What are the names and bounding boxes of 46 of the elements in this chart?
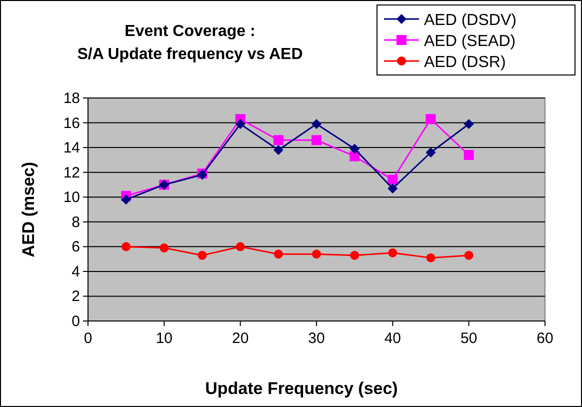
point: [388, 248, 398, 258]
y-tick-label: 4: [72, 263, 80, 280]
point: [235, 119, 246, 130]
y-tick-label: 10: [63, 189, 80, 206]
legend-label: AED (DSR): [424, 54, 506, 71]
point: [464, 150, 474, 160]
y-tick-label: 0: [72, 313, 80, 330]
x-tick-label: 60: [536, 330, 554, 347]
point: [160, 243, 169, 252]
point: [312, 119, 322, 130]
point: [274, 250, 283, 259]
chart-title: Event Coverage : S/A Update frequency vs AED: [77, 23, 303, 63]
y-tick-label: 14: [63, 140, 80, 157]
x-tick-label: 40: [384, 330, 402, 347]
point: [464, 250, 474, 260]
point: [388, 183, 398, 194]
y-tick-label: 6: [72, 238, 80, 256]
legend-label: AED (SEAD): [424, 33, 516, 50]
y-tick-label: 2: [72, 288, 80, 306]
point: [273, 145, 284, 156]
point: [350, 250, 360, 260]
point: [350, 144, 360, 154]
y-tick-label: 12: [63, 164, 80, 182]
x-tick-label: 20: [232, 330, 249, 347]
point: [236, 242, 245, 252]
point: [198, 250, 207, 260]
x-axis-title: Update Frequency (sec): [205, 379, 398, 398]
point: [121, 194, 132, 205]
y-tick-label: 18: [63, 90, 80, 107]
y-axis-title: AED (msec): [19, 162, 38, 258]
x-tick-label: 50: [460, 330, 478, 347]
x-tick-label: 0: [84, 330, 92, 347]
point: [312, 250, 321, 259]
point: [312, 135, 322, 146]
point: [426, 148, 436, 158]
point: [388, 174, 398, 185]
point: [464, 119, 474, 130]
y-tick-label: 16: [63, 114, 80, 132]
point: [122, 242, 131, 252]
x-tick-label: 10: [156, 330, 173, 347]
point: [273, 135, 284, 146]
y-tick-label: 8: [72, 214, 80, 231]
x-tick-label: 30: [308, 330, 325, 347]
legend-label: AED (DSDV): [424, 12, 516, 29]
point: [426, 114, 436, 124]
point: [426, 253, 436, 262]
